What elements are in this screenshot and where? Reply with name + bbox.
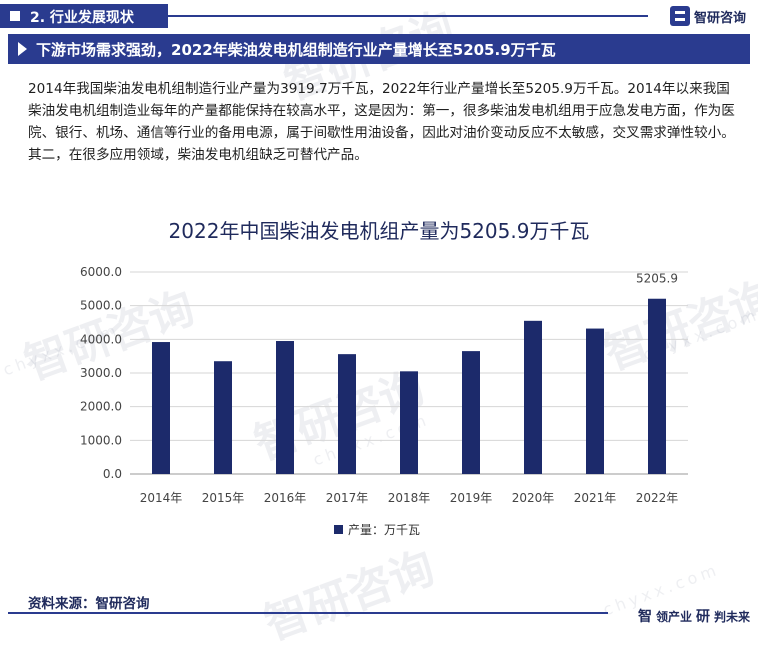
legend-swatch xyxy=(334,525,343,534)
headline: 下游市场需求强劲，2022年柴油发电机组制造行业产量增长至5205.9万千瓦 xyxy=(36,41,556,59)
bar xyxy=(524,320,542,474)
bar xyxy=(462,351,480,474)
slogan-char: 智 xyxy=(637,609,652,625)
y-tick-label: 0.0 xyxy=(103,467,122,481)
data-label: 5205.9 xyxy=(636,272,678,286)
y-tick-label: 6000.0 xyxy=(80,265,122,279)
triangle-right-icon xyxy=(18,42,27,56)
slogan-char: 研 xyxy=(695,609,710,625)
bar-chart: 2022年中国柴油发电机组产量为5205.9万千瓦 0.0 1000.0 2000.… xyxy=(80,219,688,537)
x-tick-label: 2020年 xyxy=(512,491,555,505)
body-paragraph: 2014年我国柴油发电机组制造行业产量为3919.7万千瓦，2022年行业产量增… xyxy=(28,81,735,163)
chart-title: 2022年中国柴油发电机组产量为5205.9万千瓦 xyxy=(169,219,590,243)
chart: 2022年中国柴油发电机组产量为5205.9万千瓦 0.0 1000.0 2000.… xyxy=(0,206,758,566)
brand-logo-icon xyxy=(669,6,690,26)
bar xyxy=(400,371,418,474)
y-tick-label: 2000.0 xyxy=(80,400,122,414)
bar xyxy=(648,298,666,474)
x-tick-label: 2018年 xyxy=(388,491,431,505)
y-tick-label: 3000.0 xyxy=(80,366,122,380)
headline-banner: 下游市场需求强劲，2022年柴油发电机组制造行业产量增长至5205.9万千瓦 xyxy=(8,34,750,64)
legend-label: 产量：万千瓦 xyxy=(348,523,420,537)
bar xyxy=(338,354,356,474)
x-tick-label: 2016年 xyxy=(264,491,307,505)
section-title: 2. 行业发展现状 xyxy=(30,10,134,26)
x-tick-label: 2015年 xyxy=(202,491,245,505)
bar xyxy=(214,361,232,474)
section-header: 2. 行业发展现状 智研咨询 xyxy=(0,0,758,32)
slogan-part: 领产业 xyxy=(655,610,692,624)
section-tab: 2. 行业发展现状 xyxy=(0,4,168,28)
x-tick-label: 2014年 xyxy=(140,491,183,505)
bar xyxy=(586,328,604,474)
y-tick-label: 1000.0 xyxy=(80,433,122,447)
brand-logo-top: 智研咨询 xyxy=(669,5,746,27)
bar xyxy=(276,341,294,474)
divider xyxy=(168,15,648,17)
brand-name: 智研咨询 xyxy=(693,10,746,26)
bar xyxy=(152,342,170,474)
source-note: 资料来源：智研咨询 xyxy=(28,596,150,612)
square-icon xyxy=(10,11,20,21)
y-tick-label: 5000.0 xyxy=(80,299,122,313)
footer-slogan: 智 领产业 研 判未来 xyxy=(638,606,750,626)
x-tick-label: 2021年 xyxy=(574,491,617,505)
footer-divider xyxy=(8,612,608,614)
x-tick-label: 2022年 xyxy=(636,491,679,505)
x-tick-label: 2019年 xyxy=(450,491,493,505)
slogan-part: 判未来 xyxy=(713,610,750,624)
y-tick-label: 4000.0 xyxy=(80,332,122,346)
x-tick-label: 2017年 xyxy=(326,491,369,505)
